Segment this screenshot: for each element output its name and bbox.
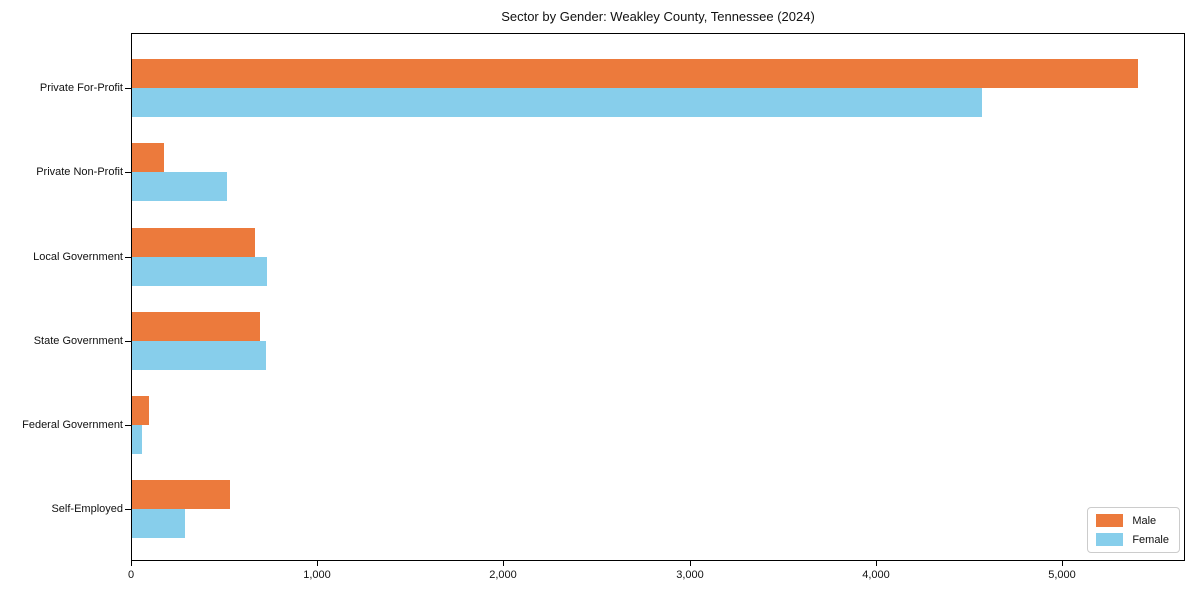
y-axis-label: State Government <box>33 335 123 347</box>
y-tick-mark <box>125 341 131 342</box>
y-tick-mark <box>125 509 131 510</box>
y-tick-mark <box>125 257 131 258</box>
y-axis-label: Federal Government <box>22 419 123 431</box>
y-tick-mark <box>125 172 131 173</box>
bar-male-self-employed <box>132 480 230 509</box>
x-tick-label: 1,000 <box>303 569 331 581</box>
chart-title: Sector by Gender: Weakley County, Tennes… <box>501 9 815 24</box>
legend: Male Female <box>1087 507 1180 553</box>
bar-female-private-for-profit <box>132 88 982 117</box>
x-tick-mark <box>876 561 877 566</box>
x-tick-mark <box>317 561 318 566</box>
x-tick-label: 2,000 <box>489 569 517 581</box>
x-tick-label: 5,000 <box>1048 569 1076 581</box>
bar-female-state-government <box>132 341 266 370</box>
bar-male-private-non-profit <box>132 143 164 172</box>
bar-male-private-for-profit <box>132 59 1138 88</box>
x-tick-label: 3,000 <box>676 569 704 581</box>
bar-female-private-non-profit <box>132 172 227 201</box>
bar-male-state-government <box>132 312 260 341</box>
y-axis-label: Private Non-Profit <box>36 166 123 178</box>
legend-entry-male: Male <box>1096 514 1169 527</box>
x-tick-mark <box>690 561 691 566</box>
x-tick-label: 4,000 <box>862 569 890 581</box>
y-axis-label: Local Government <box>33 251 123 263</box>
legend-entry-female: Female <box>1096 533 1169 546</box>
legend-label: Female <box>1132 533 1169 546</box>
bar-male-local-government <box>132 228 255 257</box>
plot-area <box>131 33 1185 561</box>
bar-male-federal-government <box>132 396 149 425</box>
bar-female-federal-government <box>132 425 142 454</box>
y-axis-label: Private For-Profit <box>39 82 123 94</box>
y-tick-mark <box>125 425 131 426</box>
legend-swatch-male <box>1096 514 1124 527</box>
x-tick-mark <box>1062 561 1063 566</box>
bar-female-local-government <box>132 257 267 286</box>
y-axis-label: Self-Employed <box>51 503 123 515</box>
y-tick-mark <box>125 88 131 89</box>
legend-label: Male <box>1132 514 1157 527</box>
x-tick-label: 0 <box>127 569 135 581</box>
x-tick-mark <box>503 561 504 566</box>
legend-swatch-female <box>1096 533 1124 546</box>
x-tick-mark <box>131 561 132 566</box>
bar-female-self-employed <box>132 509 185 538</box>
